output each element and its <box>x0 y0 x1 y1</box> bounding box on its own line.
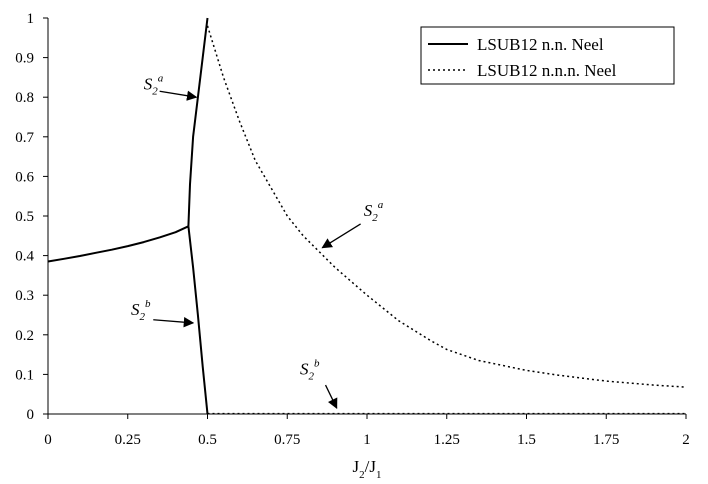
annotation-arrow <box>153 316 195 328</box>
series-0-line-segment-1 <box>187 17 209 227</box>
series-0-line-segment-2 <box>187 226 209 415</box>
series-0-line-segment-0 <box>47 225 189 263</box>
x-tick-label: 1.75 <box>593 432 619 448</box>
x-tick-label: 0.25 <box>115 432 141 448</box>
y-tick-label: 0 <box>27 407 35 423</box>
y-tick-label: 0.9 <box>15 51 34 67</box>
y-tick-label: 0.2 <box>15 328 34 344</box>
x-tick-label: 0.75 <box>274 432 300 448</box>
annotation-label: S2a <box>144 72 164 97</box>
legend-label-nn: LSUB12 n.n. Neel <box>477 35 604 54</box>
x-tick-label: 2 <box>682 432 690 448</box>
annotation-s2b-right: S2b <box>300 357 338 409</box>
legend: LSUB12 n.n. Neel LSUB12 n.n.n. Neel <box>420 26 675 85</box>
y-tick-label: 0.1 <box>15 367 34 383</box>
annotation-arrow <box>321 223 361 249</box>
annotation-label: S2a <box>364 199 384 224</box>
y-tick-label: 0.4 <box>15 249 34 265</box>
series-1-line-segment-0 <box>206 25 687 388</box>
y-tick-label: 0.3 <box>15 288 34 304</box>
y-tick-label: 1 <box>27 11 35 27</box>
y-tick-label: 0.6 <box>15 169 34 185</box>
annotation-arrow <box>159 90 198 101</box>
y-tick-label: 0.7 <box>15 130 34 146</box>
y-tick-label: 0.8 <box>15 90 34 106</box>
legend-box <box>420 26 675 85</box>
annotation-s2a-left: S2a <box>144 72 198 101</box>
x-tick-label: 1.5 <box>517 432 536 448</box>
annotation-s2a-right: S2a <box>321 199 384 249</box>
annotation-s2b-left: S2b <box>131 298 195 328</box>
x-axis-title: J2/J1 <box>353 457 382 481</box>
x-axis-ticks: 0 0.25 0.5 0.75 1 1.25 1.5 1.75 2 <box>44 414 690 448</box>
y-axis-ticks: 0 0.1 0.2 0.3 0.4 0.5 0.6 0.7 0.8 0.9 1 <box>15 11 48 423</box>
series-layer <box>47 17 687 415</box>
legend-label-nnn: LSUB12 n.n.n. Neel <box>477 61 617 80</box>
plot-area: 0 0.1 0.2 0.3 0.4 0.5 0.6 0.7 0.8 0.9 1 0 0.25 0.5 0.… <box>15 11 690 448</box>
annotation-arrow <box>324 384 338 409</box>
x-tick-label: 0.5 <box>198 432 217 448</box>
y-tick-label: 0.5 <box>15 209 34 225</box>
x-tick-label: 0 <box>44 432 52 448</box>
annotation-label: S2b <box>300 357 320 382</box>
annotation-label: S2b <box>131 298 151 323</box>
x-tick-label: 1 <box>363 432 371 448</box>
annotation-layer: S2a S2b S2a S2b <box>131 72 384 409</box>
x-tick-label: 1.25 <box>434 432 460 448</box>
